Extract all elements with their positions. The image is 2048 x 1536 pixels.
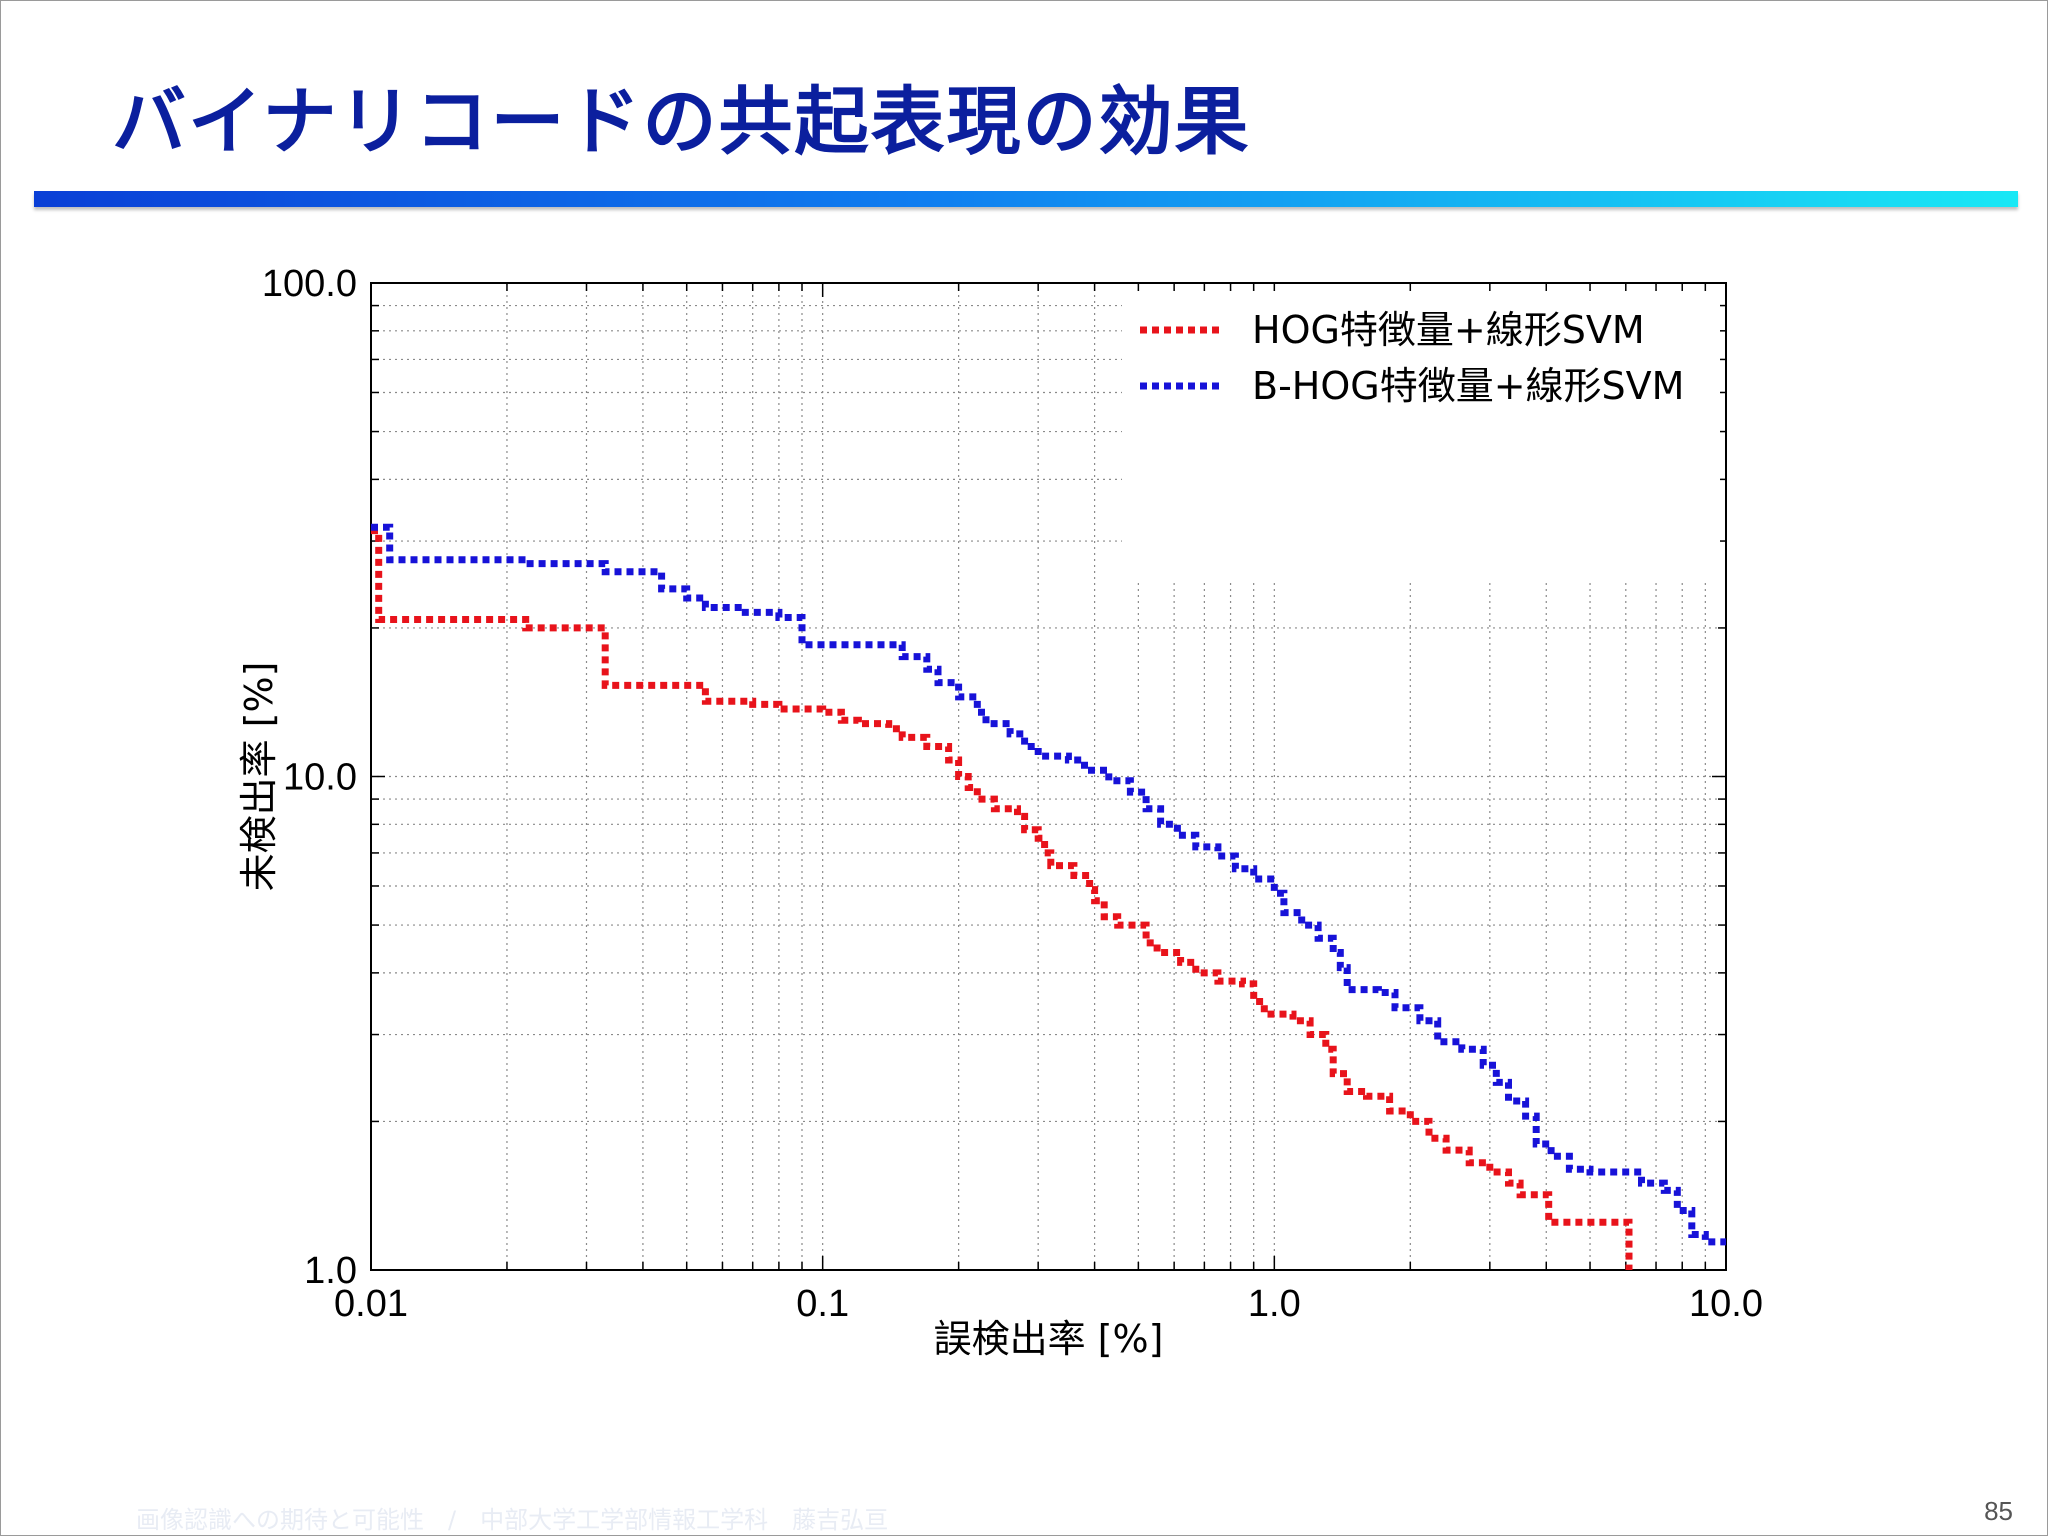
- series-line-2: [371, 523, 1726, 1246]
- y-tick-label: 100.0: [262, 263, 357, 305]
- page-number: 85: [1984, 1496, 2013, 1526]
- legend-label-1: HOG特徴量+線形SVM: [1252, 308, 1645, 352]
- title-underline-bar: [34, 191, 2018, 207]
- legend-label-2: B-HOG特徴量+線形SVM: [1252, 364, 1684, 408]
- y-tick-label: 1.0: [304, 1250, 357, 1292]
- x-axis-label: 誤検出率 [%]: [934, 1317, 1164, 1361]
- chart-series: [371, 523, 1726, 1270]
- legend-background: [1122, 291, 1720, 583]
- slide-title: バイナリコードの共起表現の効果: [112, 79, 1251, 165]
- series-line-1: [371, 527, 1633, 1270]
- x-tick-label: 0.01: [334, 1283, 408, 1325]
- axis-tick-labels: 0.01 0.1 1.0 10.0 1.0 10.0 100.0: [262, 263, 1763, 1325]
- y-tick-label: 10.0: [283, 757, 357, 799]
- slide-footer: 画像認識への期待と可能性 / 中部大学工学部情報工学科 藤吉弘亘: [136, 1506, 889, 1534]
- y-axis-label: 未検出率 [%]: [237, 662, 281, 892]
- x-tick-label: 0.1: [796, 1283, 849, 1325]
- legend: HOG特徴量+線形SVM B-HOG特徴量+線形SVM: [1140, 308, 1684, 408]
- x-tick-label: 10.0: [1689, 1283, 1763, 1325]
- x-tick-label: 1.0: [1248, 1283, 1301, 1325]
